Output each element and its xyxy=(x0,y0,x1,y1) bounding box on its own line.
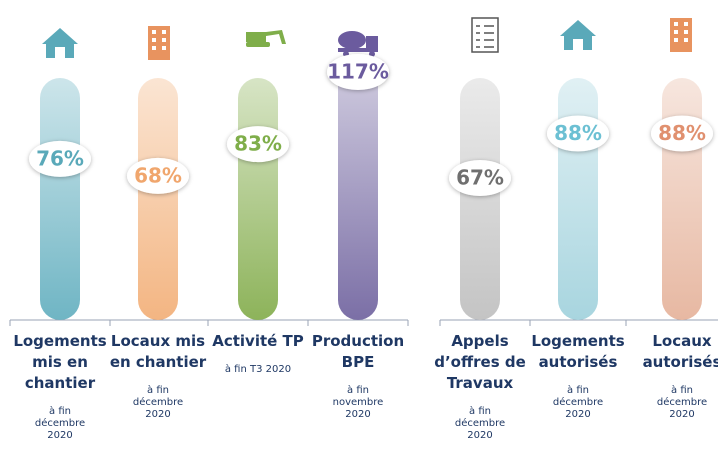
category-label: Locaux mis en chantier xyxy=(109,332,207,371)
icon-mixer xyxy=(338,31,378,57)
column xyxy=(138,78,178,320)
column xyxy=(460,78,500,320)
badge: 117% xyxy=(327,54,389,90)
icon-building xyxy=(148,26,170,60)
badge-bg xyxy=(547,115,609,152)
category-label: Logements autorisés xyxy=(531,332,625,371)
category-label: Logements mis en chantier xyxy=(13,332,107,392)
value-label: 68% xyxy=(134,163,182,187)
axis-lines xyxy=(9,319,718,326)
date-note: à fin décembre 2020 xyxy=(656,385,708,420)
badge: 67% xyxy=(449,159,511,196)
category-label: Production BPE xyxy=(311,332,405,371)
value-label: 117% xyxy=(327,60,389,84)
column xyxy=(558,78,598,320)
value-label: 88% xyxy=(554,121,602,145)
date-note: à fin novembre 2020 xyxy=(332,385,384,420)
value-label: 76% xyxy=(36,146,84,170)
badge: 88% xyxy=(651,115,713,152)
date-note: à fin T3 2020 xyxy=(224,364,292,375)
icon-house xyxy=(42,28,78,58)
badge: 83% xyxy=(227,126,289,163)
badge: 68% xyxy=(127,157,189,194)
icon-building xyxy=(670,18,692,52)
badge-bg xyxy=(327,54,389,90)
column xyxy=(238,78,278,320)
date-note: à fin décembre 2020 xyxy=(34,406,86,441)
category-label: Locaux autorisés xyxy=(642,332,718,371)
date-note: à fin décembre 2020 xyxy=(552,385,604,420)
value-label: 67% xyxy=(456,165,504,189)
badge-bg xyxy=(127,157,189,194)
badge-bg xyxy=(651,115,713,152)
date-note: à fin décembre 2020 xyxy=(132,385,184,420)
category-label: Activité TP xyxy=(212,332,304,350)
column xyxy=(338,62,378,320)
column xyxy=(662,78,702,320)
icon-excavator xyxy=(246,30,286,47)
icon-house xyxy=(560,20,596,50)
category-label: Appels d’offres de Travaux xyxy=(434,332,526,392)
badge-bg xyxy=(449,159,511,196)
value-label: 83% xyxy=(234,132,282,156)
badge-bg xyxy=(227,126,289,163)
column xyxy=(40,78,80,320)
badge: 88% xyxy=(547,115,609,152)
date-note: à fin décembre 2020 xyxy=(454,406,506,441)
icon-checklist xyxy=(471,17,499,53)
value-label: 88% xyxy=(658,121,706,145)
badge-bg xyxy=(29,140,91,177)
badge: 76% xyxy=(29,140,91,177)
